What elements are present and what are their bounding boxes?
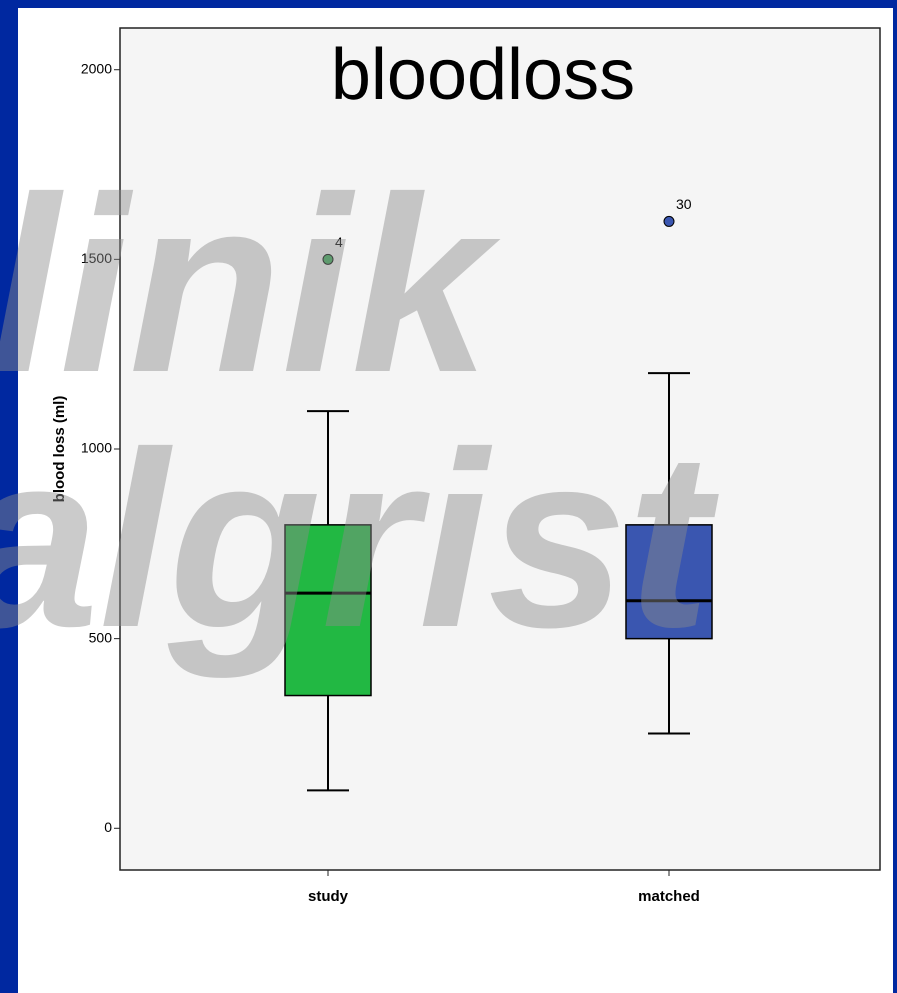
y-tick-label: 1000 (81, 440, 112, 456)
watermark: linik (0, 145, 501, 424)
box (284, 524, 372, 697)
outlier-label: 30 (676, 196, 692, 212)
x-tick-label: matched (638, 888, 700, 905)
x-tick-label: study (308, 888, 349, 905)
outlier (663, 215, 675, 227)
watermark: algrist (0, 400, 719, 679)
chart-title: bloodloss (331, 35, 635, 115)
y-tick-label: 2000 (81, 60, 112, 76)
y-axis-label: blood loss (ml) (51, 396, 68, 503)
outlier (322, 253, 334, 265)
y-tick-label: 0 (104, 819, 112, 835)
outlier-label: 4 (335, 234, 343, 250)
box (625, 524, 713, 640)
y-tick-label: 500 (89, 629, 113, 645)
y-tick-label: 1500 (81, 250, 112, 266)
plot-area (119, 27, 881, 871)
